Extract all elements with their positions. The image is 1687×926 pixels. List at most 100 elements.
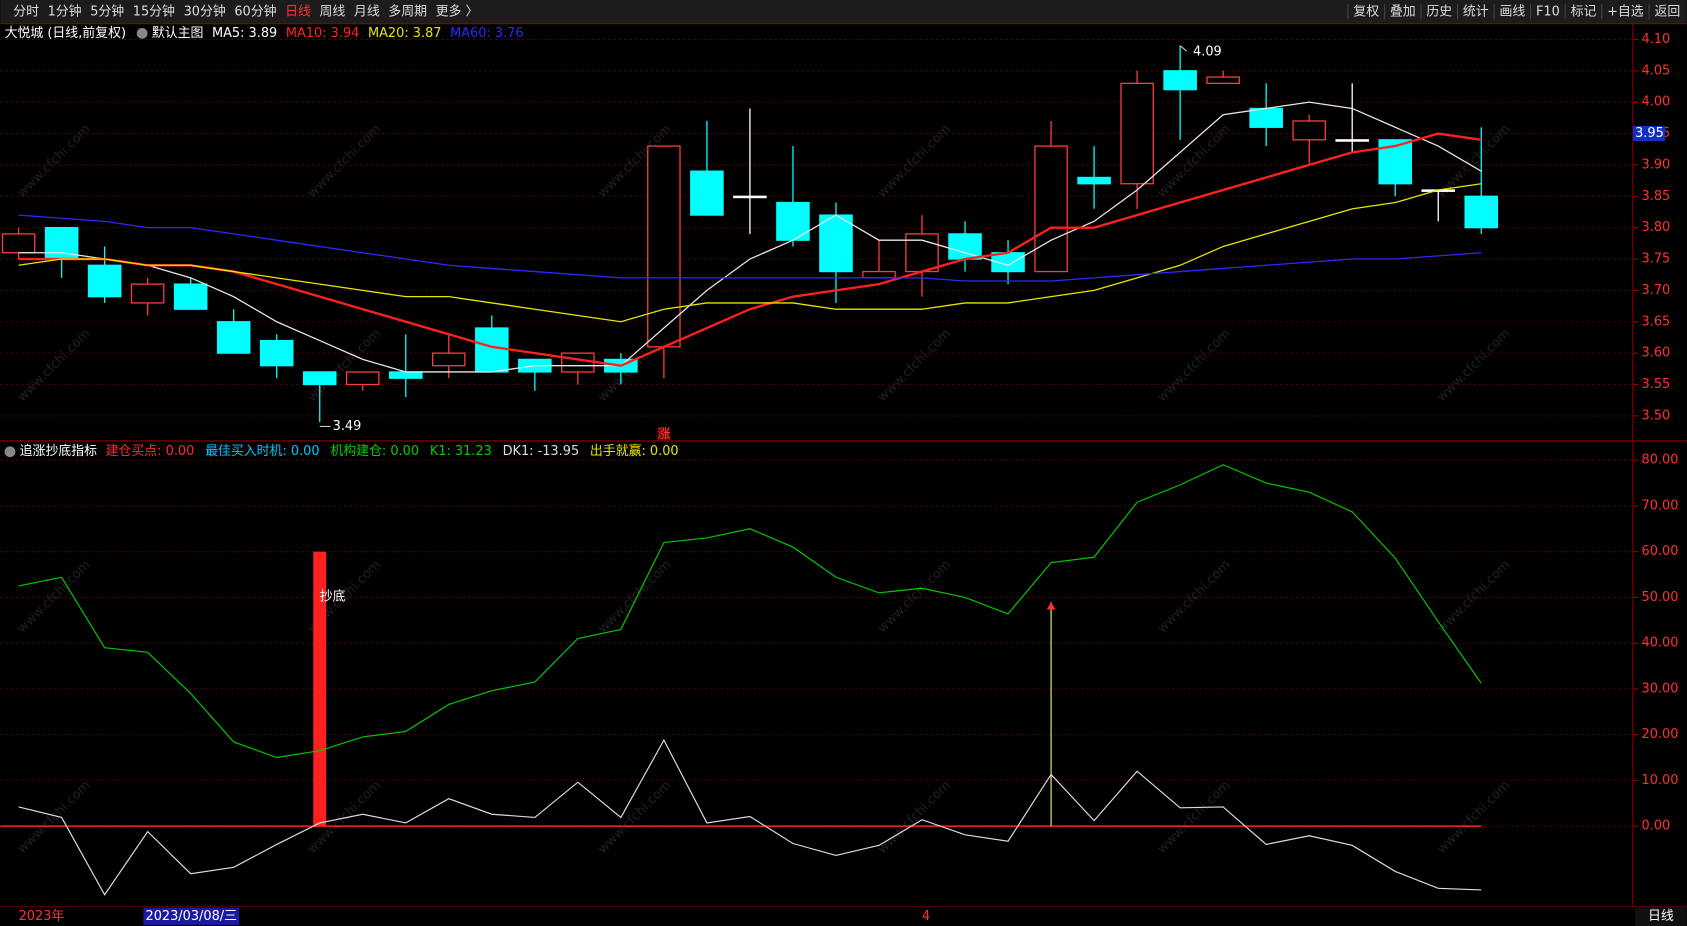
y-tick-label: 4.10	[1642, 32, 1671, 47]
legend-entry: MA60: 3.76	[450, 26, 524, 41]
candle-body	[862, 270, 896, 279]
period-tab[interactable]: 5分钟	[90, 3, 124, 19]
toolbar	[0, 0, 1687, 24]
high-pointer	[1179, 45, 1187, 52]
toolbar-button[interactable]: F10	[1536, 4, 1560, 19]
candle-body	[130, 283, 165, 304]
y-tick-label: 3.85	[1642, 189, 1671, 204]
ma-line	[18, 101, 1482, 373]
y-tick-label: 3.70	[1642, 283, 1671, 298]
y-tick-label: 80.00	[1642, 453, 1679, 468]
candle-body	[388, 371, 423, 379]
period-label: 日线	[1648, 909, 1674, 924]
y-tick-label: 3.80	[1642, 220, 1671, 235]
period-tab[interactable]: 60分钟	[234, 3, 276, 19]
toolbar-button[interactable]: 历史	[1426, 4, 1452, 19]
legend-entry: K1: 31.23	[430, 444, 492, 459]
candle-body	[561, 352, 595, 373]
ma-line	[18, 214, 1482, 282]
period-tab[interactable]: 更多 〉	[436, 4, 479, 19]
candle-body	[1120, 82, 1154, 185]
candle-body	[432, 352, 466, 367]
candle-body	[173, 283, 208, 310]
time-axis-bar	[0, 906, 1687, 926]
content: 分时 1分钟 5分钟 15分钟 30分钟 60分钟 日线 周线 月线 多周期 更多 〉返回+自选标记…	[0, 3, 1680, 925]
y-tick-label: 3.60	[1642, 346, 1671, 361]
y-tick-label: 3.55	[1642, 377, 1671, 392]
indicator-title: 追涨抄底指标	[20, 443, 97, 459]
cursor-date-box	[143, 907, 240, 925]
candle-body	[87, 264, 122, 298]
candle-body	[1, 233, 36, 254]
y-tick-label: 4.00	[1642, 95, 1671, 110]
candle-body	[647, 145, 681, 348]
toolbar-button[interactable]: 画线	[1499, 4, 1525, 19]
y-tick-label: 50.00	[1642, 590, 1679, 605]
candle-body	[1077, 176, 1111, 185]
period-tab[interactable]: 月线	[354, 4, 380, 19]
rise-marker: 涨	[657, 427, 670, 442]
legend-entry: MA10: 3.94	[286, 26, 359, 41]
period-box	[1635, 906, 1687, 926]
legend-entry: 出手就赢: 0.00	[590, 443, 679, 459]
signal-bar	[313, 551, 327, 827]
toolbar-button[interactable]: 标记	[1571, 4, 1597, 19]
toolbar-button[interactable]: +自选	[1607, 4, 1644, 19]
candle-body	[345, 371, 380, 386]
toolbar-button[interactable]: 返回	[1654, 4, 1680, 19]
candle-body	[1249, 107, 1283, 128]
y-tick-label: 0.00	[1642, 819, 1671, 834]
candle-body	[259, 339, 294, 367]
legend-entry: 机构建仓: 0.00	[330, 444, 419, 459]
last-price-label: 3.95	[1635, 126, 1664, 141]
indicator-line	[18, 738, 1482, 896]
legend-entry: MA5: 3.89	[212, 26, 277, 41]
candle-body	[776, 201, 810, 241]
period-tab[interactable]: 1分钟	[48, 3, 82, 19]
period-tab[interactable]: 分时	[13, 4, 39, 19]
ma-line	[18, 132, 1482, 367]
rise-marker-box	[657, 428, 671, 441]
candle-body	[1163, 70, 1197, 91]
legend-entry: MA20: 3.87	[368, 26, 442, 41]
y-tick-label: 30.00	[1642, 681, 1679, 696]
y-tick-label: 70.00	[1642, 498, 1679, 513]
legend-entry: 建仓买点: 0.00	[106, 444, 195, 459]
main-chart-label[interactable]: 默认主图	[152, 25, 204, 41]
toolbar-button[interactable]: 统计	[1463, 4, 1489, 19]
period-tab[interactable]: 周线	[320, 4, 346, 19]
period-tab[interactable]: 15分钟	[133, 3, 175, 19]
last-price-tag	[1632, 126, 1666, 142]
candle-body	[216, 321, 251, 354]
period-tab[interactable]: 30分钟	[184, 3, 226, 19]
candle-body	[1335, 139, 1369, 142]
candle-body	[733, 195, 767, 199]
y-tick-label: 3.50	[1642, 408, 1671, 423]
indicator-line	[18, 464, 1482, 759]
candle-body	[819, 214, 853, 273]
candle-body	[690, 170, 724, 216]
y-tick-label: 10.00	[1642, 773, 1679, 788]
y-tick-label: 3.75	[1642, 252, 1671, 267]
cursor-date: 2023/03/08/三	[146, 909, 238, 924]
y-tick-label: 60.00	[1642, 544, 1679, 559]
legend-entry: DK1: -13.95	[503, 444, 580, 459]
candle-body	[948, 233, 982, 260]
year-label: 2023年	[19, 909, 65, 924]
toolbar-button[interactable]: 叠加	[1390, 4, 1416, 19]
arrow-head	[1046, 601, 1056, 610]
candle-body	[1206, 76, 1240, 84]
menu-icon[interactable]	[136, 27, 148, 39]
menu-icon[interactable]	[4, 446, 16, 458]
legend-entry: 最佳买入时机: 0.00	[205, 444, 320, 459]
low-label: 3.49	[333, 419, 362, 434]
y-tick-label: 20.00	[1642, 727, 1679, 742]
candle-body	[1034, 145, 1068, 273]
period-tab[interactable]: 日线	[285, 4, 311, 19]
toolbar-button[interactable]: 复权	[1353, 3, 1379, 19]
period-tab[interactable]: 多周期	[388, 4, 427, 19]
y-tick-label: 3.90	[1642, 157, 1671, 172]
y-tick-label: 3.65	[1642, 314, 1671, 329]
